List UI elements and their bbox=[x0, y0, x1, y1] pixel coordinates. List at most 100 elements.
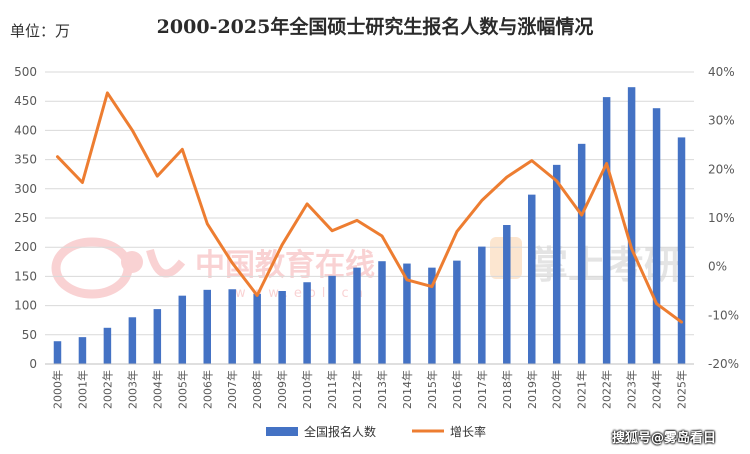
x-tick-label: 2008年 bbox=[250, 370, 264, 409]
y-right-tick-label: 30% bbox=[708, 114, 735, 128]
legend-swatch-bar bbox=[266, 427, 298, 436]
growth-line bbox=[56, 91, 683, 324]
line-series bbox=[56, 91, 683, 324]
line-point bbox=[405, 278, 409, 282]
x-tick-label: 2007年 bbox=[225, 370, 239, 409]
y-left-tick-label: 100 bbox=[14, 299, 37, 313]
line-point bbox=[555, 179, 558, 183]
line-point bbox=[380, 234, 384, 238]
y-right-tick-label: -20% bbox=[708, 357, 739, 371]
x-tick-label: 2023年 bbox=[625, 370, 639, 409]
x-tick-label: 2016年 bbox=[450, 370, 464, 409]
x-tick-label: 2010年 bbox=[300, 370, 314, 409]
line-point bbox=[206, 222, 209, 226]
line-point bbox=[131, 129, 134, 132]
x-tick-label: 2004年 bbox=[150, 370, 164, 409]
bar bbox=[153, 309, 162, 364]
watermark-center-logo: 中国教育在线 bbox=[195, 248, 375, 283]
x-axis: 2000年 2001年 2002年 2003年 2004年 2005年 2006年 2007年… bbox=[45, 363, 694, 409]
bar bbox=[103, 327, 112, 364]
line-point bbox=[455, 230, 459, 233]
bar bbox=[128, 317, 137, 364]
x-tick-label: 2015年 bbox=[425, 370, 439, 409]
line-point bbox=[231, 261, 234, 264]
bar bbox=[627, 87, 636, 365]
x-tick-label: 2005年 bbox=[175, 370, 189, 409]
line-point bbox=[630, 247, 633, 250]
x-tick-label: 2002年 bbox=[100, 370, 114, 409]
x-tick-label: 2000年 bbox=[50, 370, 64, 409]
bar bbox=[602, 97, 611, 364]
y-right-tick-label: -10% bbox=[708, 308, 739, 322]
bar bbox=[378, 261, 386, 364]
line-point bbox=[280, 243, 284, 246]
y-left-tick-label: 250 bbox=[14, 211, 37, 225]
line-point bbox=[655, 302, 658, 305]
x-tick-label: 2001年 bbox=[75, 370, 89, 409]
bar bbox=[552, 164, 561, 364]
bar bbox=[353, 267, 361, 364]
line-point bbox=[181, 148, 184, 151]
x-tick-label: 2025年 bbox=[675, 370, 689, 409]
bar bbox=[577, 143, 586, 364]
x-tick-label: 2003年 bbox=[125, 370, 139, 409]
bar bbox=[178, 295, 187, 364]
line-point bbox=[156, 174, 159, 178]
bar bbox=[503, 225, 511, 364]
y-right-tick-label: 0% bbox=[708, 260, 727, 274]
y-left-tick-label: 500 bbox=[14, 65, 37, 79]
bar bbox=[652, 108, 661, 364]
line-point bbox=[355, 219, 359, 222]
x-tick-label: 2022年 bbox=[600, 370, 614, 409]
line-point bbox=[81, 181, 84, 184]
eol-logo-icon bbox=[51, 237, 186, 299]
bar bbox=[453, 260, 461, 364]
bar bbox=[677, 137, 686, 364]
bar bbox=[203, 289, 211, 364]
y-left-tick-label: 150 bbox=[14, 269, 37, 283]
line-point bbox=[430, 285, 434, 288]
x-tick-label: 2021年 bbox=[575, 370, 589, 409]
bar bbox=[253, 293, 261, 364]
bar-series bbox=[53, 87, 686, 365]
x-tick-label: 2013年 bbox=[375, 370, 389, 409]
line-point bbox=[505, 175, 508, 179]
bar bbox=[303, 282, 311, 364]
line-point bbox=[56, 155, 59, 158]
line-point bbox=[255, 294, 259, 297]
grid-layer bbox=[45, 71, 694, 365]
y-left-tick-label: 200 bbox=[14, 240, 37, 254]
x-tick-label: 2011年 bbox=[325, 370, 339, 409]
line-point bbox=[305, 202, 309, 206]
y-left-tick-label: 400 bbox=[14, 123, 37, 137]
watermark-layer: 中国教育在线 www.eol.cn 掌上考研 bbox=[51, 237, 682, 301]
y-left-tick-label: 300 bbox=[14, 182, 37, 196]
line-point bbox=[106, 91, 109, 95]
x-tick-label: 2018年 bbox=[500, 370, 514, 409]
legend-label-bar: 全国报名人数 bbox=[304, 424, 376, 439]
line-point bbox=[680, 320, 683, 324]
bar bbox=[478, 246, 486, 364]
line-point bbox=[530, 159, 533, 162]
bar bbox=[403, 263, 411, 364]
bar bbox=[528, 194, 536, 364]
y-left-tick-label: 50 bbox=[22, 328, 37, 342]
source-watermark: 搜狐号@雾岛看日 bbox=[612, 431, 717, 446]
chart-title: 2000-2025年全国硕士研究生报名人数与涨幅情况 bbox=[156, 16, 594, 38]
bar bbox=[78, 337, 87, 364]
legend: 全国报名人数 增长率 bbox=[266, 424, 486, 439]
x-tick-label: 2014年 bbox=[400, 370, 414, 409]
y-left-tick-label: 350 bbox=[14, 153, 37, 167]
x-tick-label: 2012年 bbox=[350, 370, 364, 409]
x-tick-label: 2024年 bbox=[650, 370, 664, 409]
bar bbox=[53, 341, 62, 364]
line-point bbox=[605, 162, 608, 165]
y-axis-right: -20% -10% 0% 10% 20% 30% 40% bbox=[708, 65, 739, 371]
line-point bbox=[480, 199, 484, 202]
x-tick-label: 2019年 bbox=[525, 370, 539, 409]
bar bbox=[228, 289, 236, 364]
bar bbox=[428, 267, 436, 364]
x-tick-label: 2020年 bbox=[550, 370, 564, 409]
